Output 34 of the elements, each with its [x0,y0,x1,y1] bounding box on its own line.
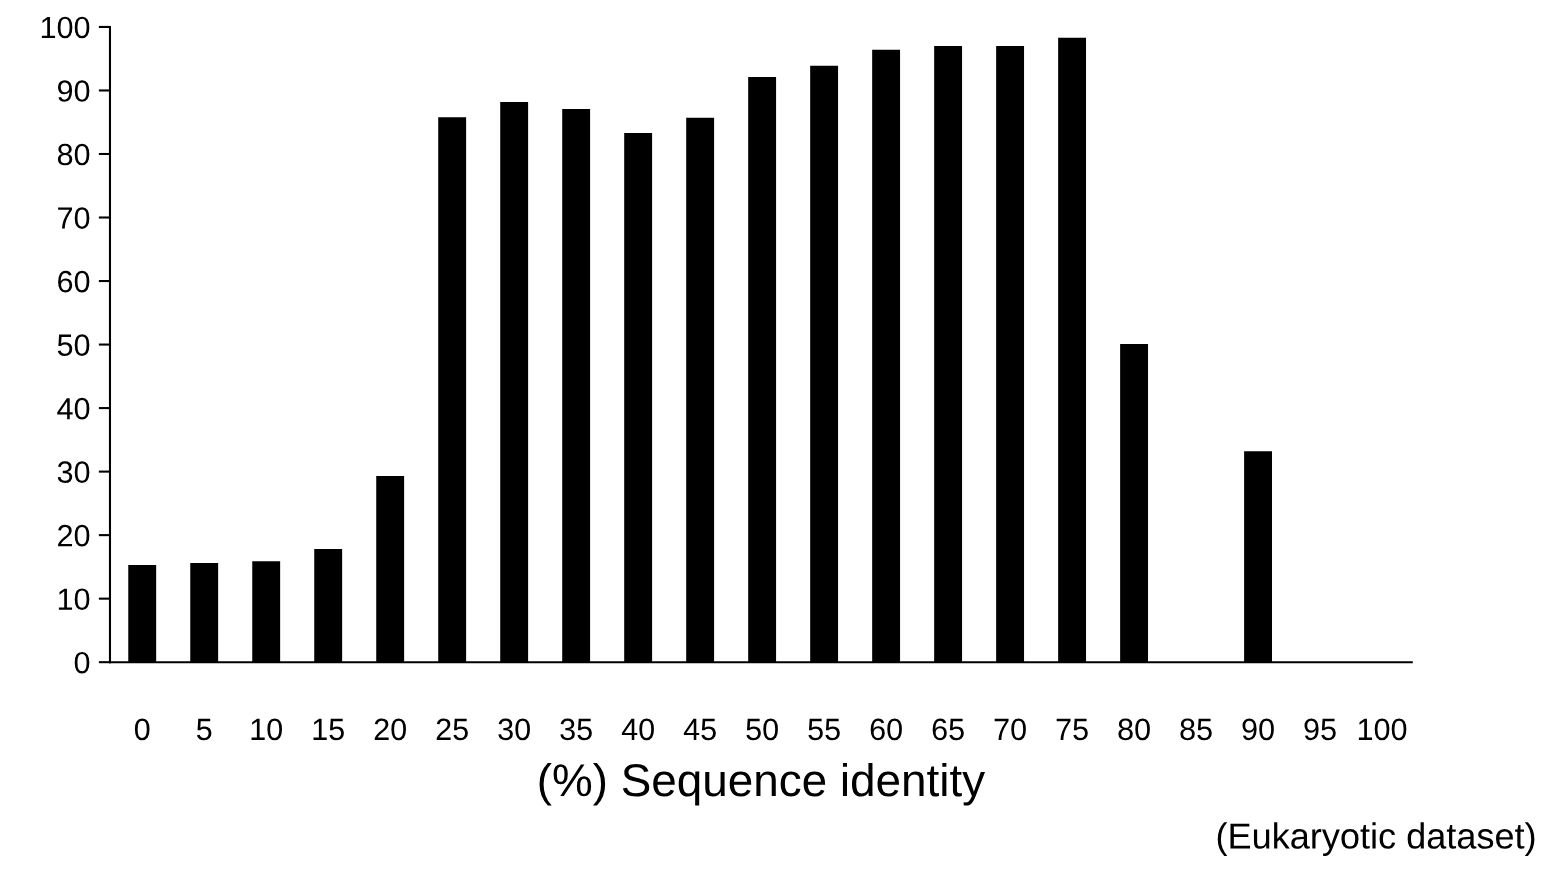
x-tick-label: 70 [994,718,1026,741]
y-tick-label: 100 [41,16,90,39]
x-tick-label: 80 [1118,718,1150,741]
y-tick-label: 0 [74,651,90,674]
x-tick-label: 85 [1180,718,1212,741]
x-tick-label: 65 [932,718,964,741]
x-tick-label: 50 [746,718,778,741]
x-tick-label: 10 [251,718,282,741]
y-tick-label: 10 [58,588,90,611]
x-axis-title: (%) Sequence identity [539,762,986,806]
x-tick-label: 5 [196,718,212,741]
x-tick-label: 55 [808,718,840,741]
x-tick-label: 90 [1242,718,1274,741]
y-tick-label: 20 [58,524,90,547]
x-tick-label: 100 [1358,718,1407,741]
x-tick-label: 95 [1304,718,1336,741]
x-tick-label: 0 [134,718,150,741]
x-tick-label: 45 [683,718,716,741]
x-tick-label: 20 [374,718,406,741]
x-tick-label: 60 [870,718,902,741]
x-tick-label: 75 [1056,718,1088,741]
x-tick-label: 15 [313,718,344,741]
y-tick-label: 80 [57,143,90,166]
y-tick-label: 70 [58,207,90,229]
y-tick-label: 40 [57,397,90,420]
y-tick-label: 90 [57,80,90,102]
x-tick-label: 25 [436,718,468,741]
y-tick-label: 30 [57,461,90,483]
x-tick-label: 40 [621,718,654,741]
y-tick-label: 60 [58,270,90,293]
x-tick-label: 35 [560,718,592,741]
x-tick-label: 30 [498,718,530,741]
y-tick-label: 50 [57,334,90,356]
text: (Eukaryotic dataset) [1217,822,1535,856]
